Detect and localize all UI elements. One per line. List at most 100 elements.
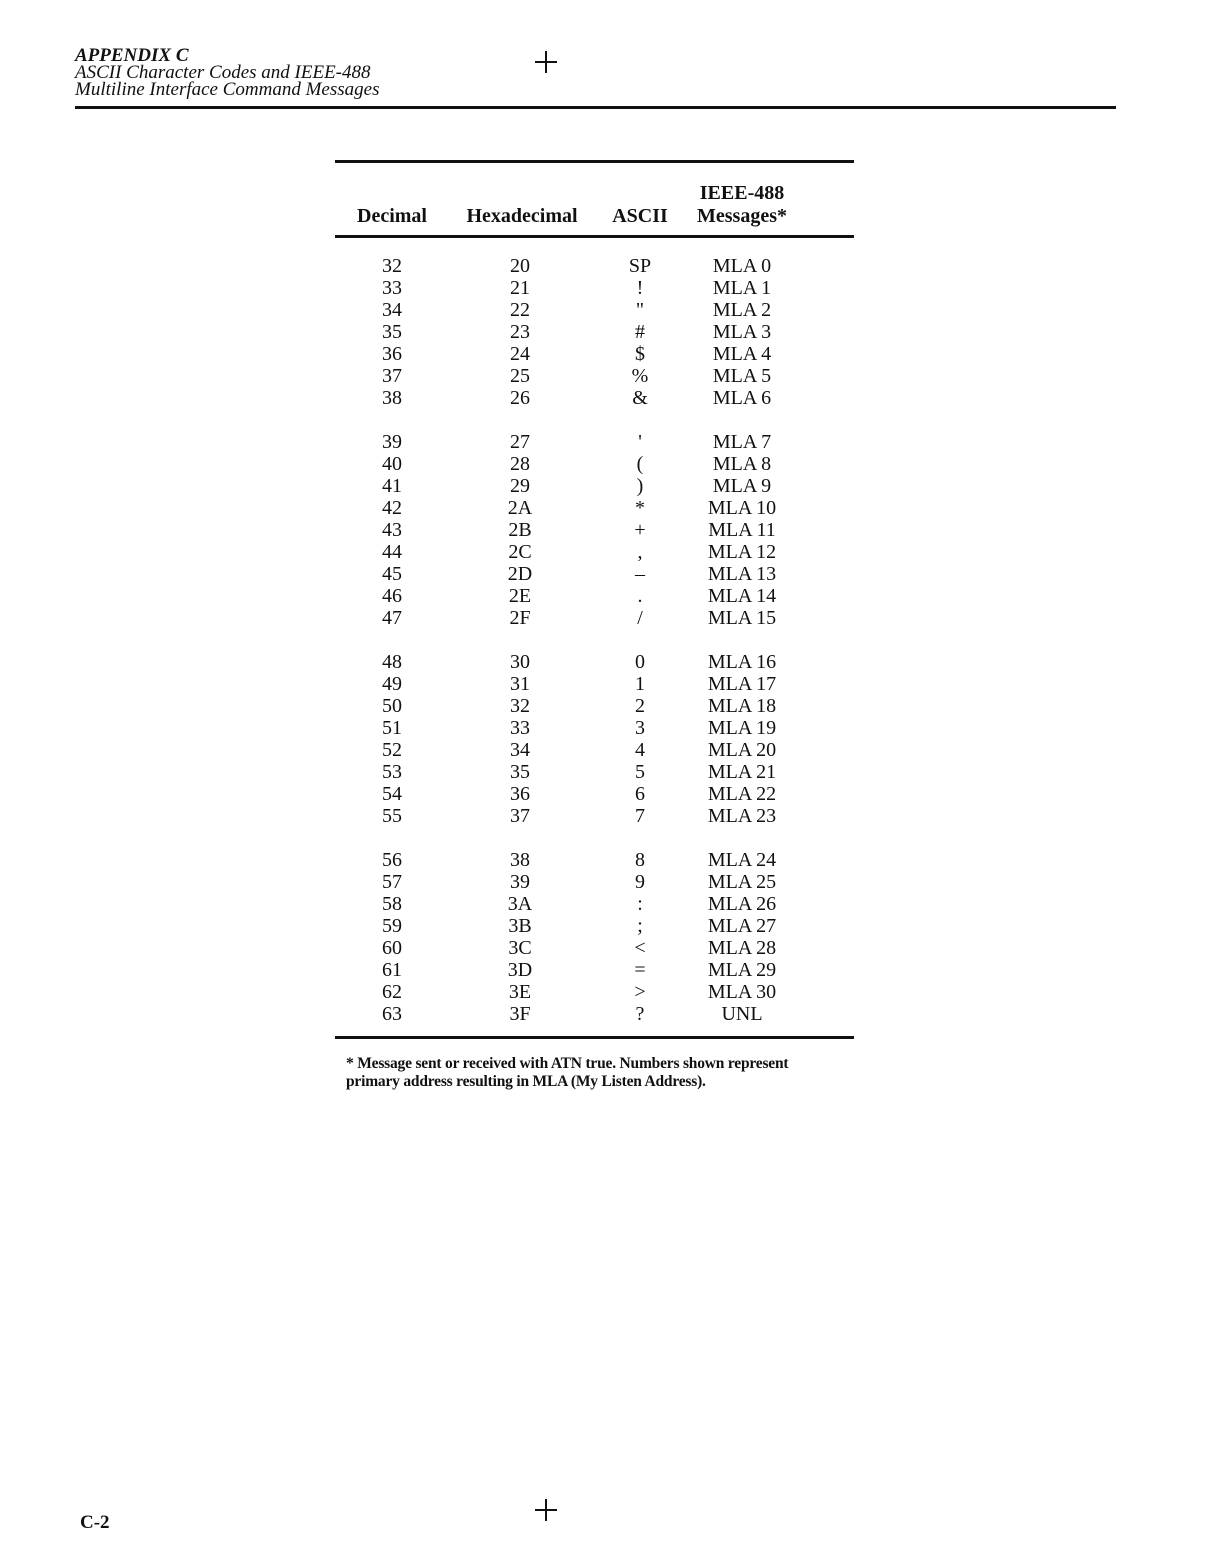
decimal-cell: 49: [382, 673, 402, 695]
appendix-title: APPENDIX C: [75, 45, 189, 66]
footnote: * Message sent or received with ATN true…: [346, 1055, 789, 1091]
message-cell: MLA 3: [712, 321, 772, 343]
table-row: 62 3E > MLA 30: [335, 981, 854, 1003]
message-cell: MLA 12: [707, 541, 777, 563]
hex-cell: 22: [510, 299, 530, 321]
ascii-cell: .: [637, 585, 643, 607]
col-hexadecimal: Hexadecimal: [466, 205, 578, 227]
header-line-2: Multiline Interface Command Messages: [75, 79, 380, 100]
header-rule: [75, 106, 1116, 109]
page-number: C-2: [80, 1512, 110, 1533]
table-row: 60 3C < MLA 28: [335, 937, 854, 959]
message-cell: MLA 11: [708, 519, 776, 541]
decimal-cell: 42: [382, 497, 402, 519]
table-row: 41 29) MLA 9: [335, 475, 854, 497]
hex-cell: 21: [510, 277, 530, 299]
group-spacer: [335, 409, 854, 431]
ascii-cell: –: [635, 563, 645, 585]
decimal-cell: 60: [382, 937, 402, 959]
ascii-cell: &: [632, 387, 648, 409]
message-cell: MLA 15: [707, 607, 777, 629]
hex-cell: 38: [510, 849, 530, 871]
message-cell: MLA 25: [707, 871, 777, 893]
decimal-cell: 32: [382, 255, 402, 277]
ascii-cell: 0: [635, 651, 645, 673]
group-spacer: [335, 629, 854, 651]
decimal-cell: 44: [382, 541, 402, 563]
hex-cell: 25: [510, 365, 530, 387]
decimal-cell: 37: [382, 365, 402, 387]
table-bottom-rule: [335, 1036, 854, 1039]
message-cell: MLA 1: [712, 277, 772, 299]
message-cell: MLA 2: [712, 299, 772, 321]
table-row: 53 35 5 MLA 21: [335, 761, 854, 783]
hex-cell: 3A: [507, 893, 533, 915]
table-row: 37 25% MLA 5: [335, 365, 854, 387]
hex-cell: 2D: [507, 563, 533, 585]
table-row: 32 20 SP MLA 0: [335, 255, 854, 277]
hex-cell: 37: [510, 805, 530, 827]
ascii-cell: #: [635, 321, 645, 343]
ascii-cell: (: [636, 453, 644, 475]
message-cell: MLA 30: [707, 981, 777, 1003]
decimal-cell: 40: [382, 453, 402, 475]
message-cell: MLA 10: [707, 497, 777, 519]
ascii-cell: <: [634, 937, 646, 959]
decimal-cell: 47: [382, 607, 402, 629]
ascii-cell: %: [631, 365, 649, 387]
hex-cell: 26: [510, 387, 530, 409]
table-row: 43 2B + MLA 11: [335, 519, 854, 541]
ascii-table: Decimal Hexadecimal ASCII IEEE-488 Messa…: [335, 160, 854, 1039]
table-row: 61 3D = MLA 29: [335, 959, 854, 981]
table-body: 32 20 SP MLA 0 33 21! MLA 1 34 22 " MLA 2 35 23 # MLA …: [335, 238, 854, 1036]
decimal-cell: 63: [382, 1003, 402, 1025]
decimal-cell: 57: [382, 871, 402, 893]
decimal-cell: 61: [382, 959, 402, 981]
hex-cell: 2A: [507, 497, 533, 519]
message-cell: MLA 14: [707, 585, 777, 607]
decimal-cell: 50: [382, 695, 402, 717]
decimal-cell: 62: [382, 981, 402, 1003]
message-cell: UNL: [721, 1003, 763, 1025]
hex-cell: 39: [510, 871, 530, 893]
running-header: APPENDIX C ASCII Character Codes and IEE…: [75, 45, 380, 100]
ascii-cell: 6: [635, 783, 645, 805]
ascii-cell: ): [636, 475, 644, 497]
col-ascii: ASCII: [612, 205, 668, 227]
ascii-cell: ": [635, 299, 645, 321]
ascii-cell: ': [638, 431, 642, 453]
col-decimal: Decimal: [357, 205, 427, 227]
table-row: 57 39 9 MLA 25: [335, 871, 854, 893]
table-row: 49 31 1 MLA 17: [335, 673, 854, 695]
registration-mark-top: [535, 51, 557, 73]
hex-cell: 3F: [509, 1003, 531, 1025]
hex-cell: 3C: [508, 937, 532, 959]
decimal-cell: 55: [382, 805, 402, 827]
hex-cell: 31: [510, 673, 530, 695]
decimal-cell: 45: [382, 563, 402, 585]
hex-cell: 35: [510, 761, 530, 783]
table-row: 33 21! MLA 1: [335, 277, 854, 299]
ascii-cell: 9: [635, 871, 645, 893]
header-line-1: ASCII Character Codes and IEEE-488: [75, 62, 371, 83]
decimal-cell: 34: [382, 299, 402, 321]
message-cell: MLA 22: [707, 783, 777, 805]
hex-cell: 2B: [508, 519, 532, 541]
hex-cell: 24: [510, 343, 530, 365]
message-cell: MLA 19: [707, 717, 777, 739]
registration-mark-bottom: [535, 1499, 557, 1521]
decimal-cell: 35: [382, 321, 402, 343]
message-cell: MLA 13: [707, 563, 777, 585]
decimal-cell: 58: [382, 893, 402, 915]
table-row: 48 30 0 MLA 16: [335, 651, 854, 673]
message-cell: MLA 26: [707, 893, 777, 915]
group-spacer: [335, 827, 854, 849]
hex-cell: 28: [510, 453, 530, 475]
message-cell: MLA 9: [712, 475, 772, 497]
table-row: 34 22 " MLA 2: [335, 299, 854, 321]
message-cell: MLA 8: [712, 453, 772, 475]
table-row: 50 32 2 MLA 18: [335, 695, 854, 717]
ascii-cell: $: [635, 343, 645, 365]
table-row: 56 38 8 MLA 24: [335, 849, 854, 871]
decimal-cell: 33: [382, 277, 402, 299]
